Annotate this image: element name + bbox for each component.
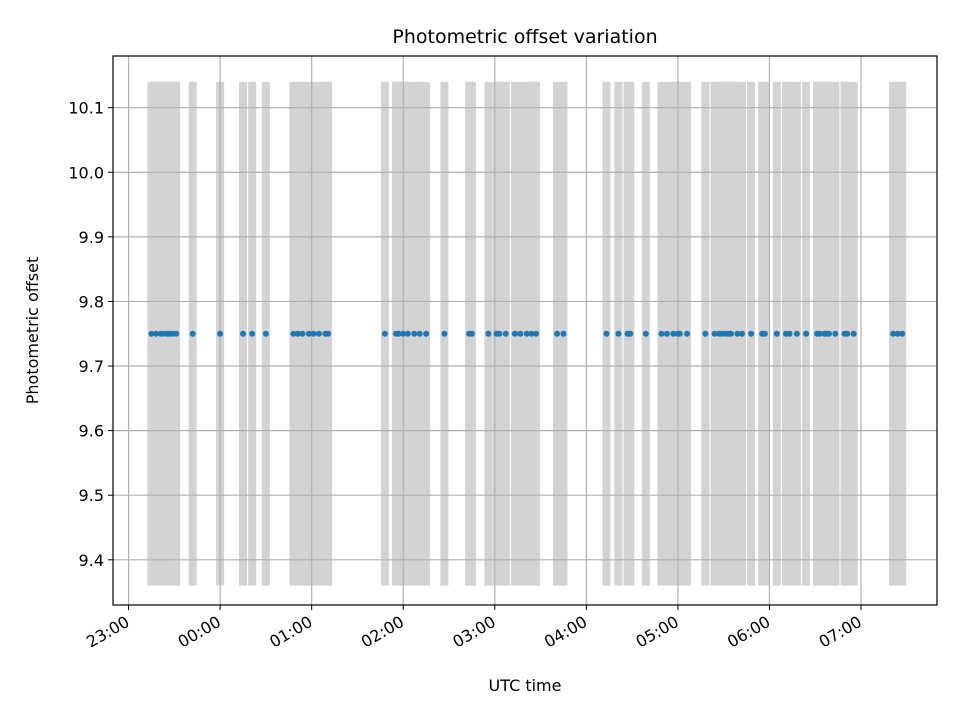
y-tick-label: 9.8: [79, 292, 104, 311]
data-point: [496, 330, 503, 337]
plot-frame: [112, 55, 938, 606]
data-point: [240, 330, 247, 337]
data-point: [642, 330, 649, 337]
data-point: [532, 330, 539, 337]
y-axis-title: Photometric offset: [23, 257, 42, 405]
data-point: [316, 330, 322, 337]
data-point: [748, 330, 755, 337]
chart-title: Photometric offset variation: [392, 26, 657, 48]
y-tick-label: 10.0: [68, 163, 104, 182]
data-point: [670, 330, 677, 337]
data-point: [728, 330, 734, 337]
grid-layer: [113, 56, 937, 605]
data-point: [676, 330, 683, 337]
y-tick-label: 9.4: [79, 551, 104, 570]
data-point: [627, 330, 634, 337]
data-point: [738, 330, 745, 337]
y-tick-label: 10.1: [68, 99, 104, 118]
data-point: [423, 330, 430, 337]
data-point: [416, 330, 423, 337]
data-point: [485, 330, 492, 337]
data-point: [663, 330, 670, 337]
y-tick-label: 9.6: [79, 422, 104, 441]
data-point: [711, 330, 718, 337]
data-point: [441, 330, 448, 337]
data-point: [832, 330, 839, 337]
data-point: [395, 330, 402, 337]
data-point: [400, 330, 407, 337]
data-point: [773, 330, 780, 337]
data-point: [325, 330, 332, 337]
data-point: [554, 330, 561, 337]
data-point: [894, 330, 901, 337]
data-point: [786, 330, 793, 337]
data-point: [615, 330, 622, 337]
data-point: [411, 330, 418, 337]
data-point: [603, 330, 610, 337]
data-point: [290, 330, 297, 337]
data-point: [249, 330, 256, 337]
data-point: [803, 330, 810, 337]
data-point: [658, 330, 665, 337]
data-point: [511, 330, 518, 337]
data-point: [468, 330, 475, 337]
data-point: [816, 330, 823, 337]
data-point: [517, 330, 524, 337]
data-point: [404, 330, 411, 337]
y-tick-label: 9.5: [79, 486, 104, 505]
data-point: [153, 330, 160, 337]
data-point: [523, 330, 530, 337]
y-tick-label: 9.9: [79, 228, 104, 247]
data-point: [262, 330, 269, 337]
data-point: [305, 330, 312, 337]
data-point: [734, 330, 741, 337]
data-point: [844, 330, 851, 337]
data-point: [381, 330, 388, 337]
data-point: [217, 330, 224, 337]
data-point: [684, 330, 691, 337]
points-layer: [148, 330, 906, 337]
data-point: [899, 330, 906, 337]
data-point: [560, 330, 567, 337]
data-point: [702, 330, 709, 337]
data-point: [850, 330, 857, 337]
data-point: [310, 330, 317, 337]
data-point: [502, 330, 509, 337]
y-tick-label: 9.7: [79, 357, 104, 376]
data-point: [148, 330, 155, 337]
y-axis: 9.4 9.5 9.6 9.7 9.8 9.9 10.0 10.1: [68, 99, 113, 570]
data-point: [890, 330, 897, 337]
data-point: [189, 330, 196, 337]
data-point: [299, 330, 306, 337]
data-point: [793, 330, 800, 337]
data-point: [825, 330, 832, 337]
x-axis-title: UTC time: [489, 676, 562, 695]
data-point: [528, 330, 535, 337]
data-point: [294, 330, 301, 337]
data-point: [173, 330, 180, 337]
data-point: [761, 330, 768, 337]
